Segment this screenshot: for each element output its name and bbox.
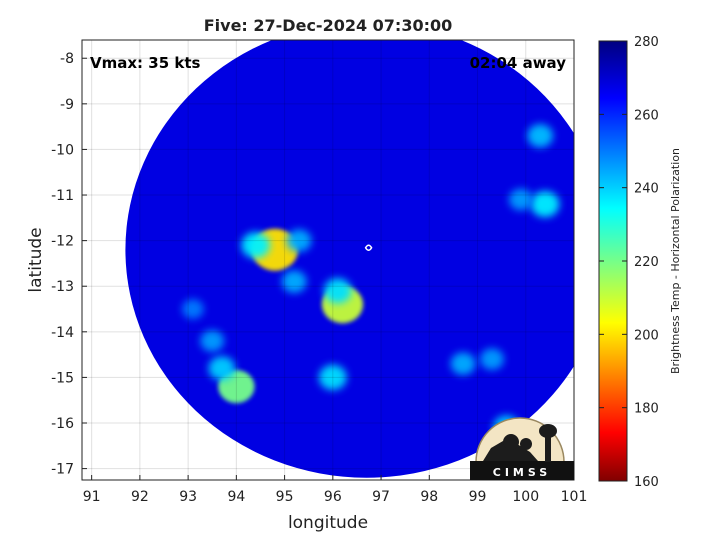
brightness-feature — [208, 356, 236, 381]
brightness-feature — [286, 229, 312, 252]
y-axis-label: latitude — [26, 227, 46, 292]
brightness-feature — [530, 191, 560, 218]
logo-text: CIMSS — [493, 466, 551, 479]
brightness-swath — [125, 40, 574, 478]
grid — [82, 40, 575, 480]
axes-frame — [81, 39, 575, 481]
colorbar-label: Brightness Temp - Horizontal Polarizatio… — [669, 148, 682, 374]
brightness-feature — [509, 188, 533, 211]
x-tick-label: 94 — [227, 489, 245, 505]
x-tick-label: 101 — [561, 489, 588, 505]
colorbar-tick-label: 220 — [634, 255, 659, 270]
x-axis-ticks: 91 92 93 94 95 96 97 98 99 100 101 — [83, 475, 588, 505]
colorbar-tick-label: 240 — [634, 182, 659, 197]
y-tick-label: -11 — [51, 188, 74, 204]
brightness-feature — [281, 270, 307, 293]
cimss-logo: CIMSS — [470, 417, 574, 480]
brightness-feature — [200, 330, 225, 352]
vmax-label: Vmax: 35 kts — [90, 54, 200, 72]
x-tick-label: 95 — [276, 489, 294, 505]
y-tick-label: -16 — [51, 416, 74, 432]
colorbar: 280 260 240 220 200 180 160 Brightness Temp - … — [598, 35, 682, 490]
x-tick-label: 96 — [324, 489, 342, 505]
y-tick-label: -12 — [51, 234, 74, 250]
chart-title: Five: 27-Dec-2024 07:30:00 — [204, 16, 453, 35]
y-tick-label: -13 — [51, 279, 74, 295]
brightness-feature — [450, 352, 476, 376]
brightness-feature — [241, 232, 270, 259]
x-axis-label: longitude — [288, 513, 368, 533]
brightness-feature — [323, 278, 352, 304]
x-tick-label: 98 — [420, 489, 438, 505]
x-tick-label: 100 — [512, 489, 539, 505]
y-tick-label: -8 — [60, 51, 74, 67]
colorbar-tick-label: 200 — [634, 328, 659, 343]
brightness-feature — [480, 348, 504, 371]
x-tick-label: 97 — [372, 489, 390, 505]
y-tick-label: -15 — [51, 370, 74, 386]
y-tick-label: -17 — [51, 462, 74, 478]
x-tick-label: 93 — [179, 489, 197, 505]
y-tick-label: -14 — [51, 325, 74, 341]
x-tick-label: 92 — [131, 489, 149, 505]
time-away-label: 02:04 away — [470, 54, 567, 72]
storm-center-marker — [364, 244, 373, 251]
colorbar-tick-label: 260 — [634, 108, 659, 123]
brightness-feature — [527, 124, 554, 148]
x-tick-label: 91 — [83, 489, 101, 505]
colorbar-tick-label: 180 — [634, 402, 659, 417]
y-axis-ticks: -8 -9 -10 -11 -12 -13 -14 -15 -16 -17 — [51, 51, 87, 478]
brightness-feature — [181, 299, 204, 319]
y-tick-label: -9 — [60, 97, 74, 113]
plot-area: 91 92 93 94 95 96 97 98 99 100 101 -8 -9 -10 -11 -12 -1… — [51, 39, 588, 505]
colorbar-tick-label: 160 — [634, 475, 659, 490]
y-tick-label: -10 — [51, 142, 74, 158]
x-tick-label: 99 — [469, 489, 487, 505]
brightness-feature — [318, 364, 347, 391]
colorbar-tick-label: 280 — [634, 35, 659, 50]
